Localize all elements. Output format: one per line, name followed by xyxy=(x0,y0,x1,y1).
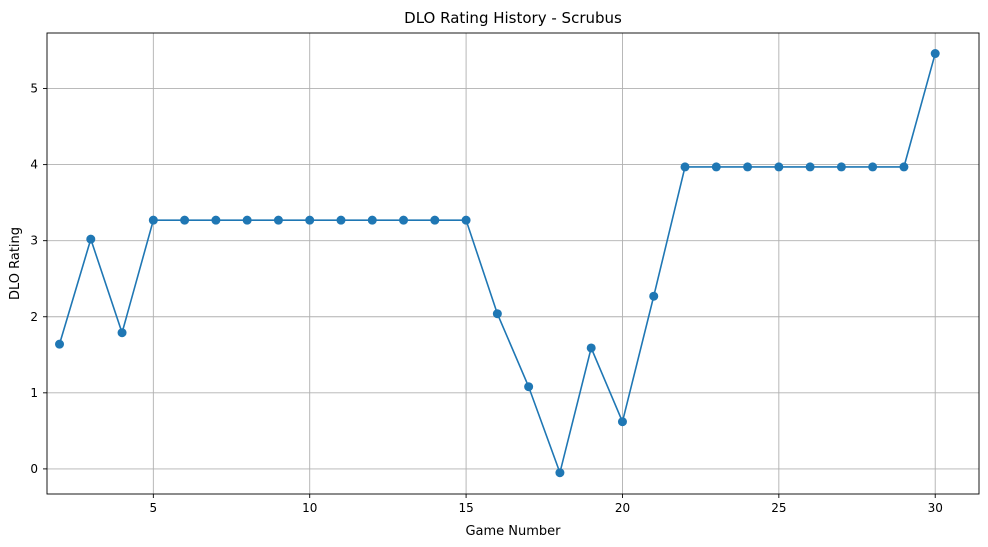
data-point xyxy=(617,417,627,427)
data-point xyxy=(117,328,127,338)
data-point xyxy=(711,162,721,172)
y-tick-label: 1 xyxy=(30,386,38,400)
data-point xyxy=(868,162,878,172)
y-tick-label: 2 xyxy=(30,310,38,324)
y-tick-label: 0 xyxy=(30,462,38,476)
data-point xyxy=(492,309,502,319)
y-axis-label: DLO Rating xyxy=(8,227,23,300)
data-point xyxy=(461,215,471,225)
data-point xyxy=(273,215,283,225)
data-point xyxy=(649,291,659,301)
data-point xyxy=(367,215,377,225)
x-axis-label: Game Number xyxy=(465,524,561,539)
x-tick-label: 10 xyxy=(302,501,317,515)
data-point xyxy=(899,162,909,172)
data-point xyxy=(180,215,190,225)
x-tick-label: 25 xyxy=(771,501,786,515)
data-point xyxy=(148,215,158,225)
x-tick-label: 20 xyxy=(615,501,630,515)
data-point xyxy=(805,162,815,172)
y-tick-label: 4 xyxy=(30,158,38,172)
data-point xyxy=(836,162,846,172)
axis-ticks: 5 10 15 20 25 30 0 1 2 3 4 5 xyxy=(30,82,942,515)
data-point xyxy=(524,382,534,392)
data-point xyxy=(774,162,784,172)
plot-frame xyxy=(46,32,980,495)
data-point xyxy=(930,49,940,59)
series-rating xyxy=(55,49,940,478)
series-line xyxy=(58,53,936,476)
data-point xyxy=(86,234,96,244)
data-point xyxy=(305,215,315,225)
data-point xyxy=(399,215,409,225)
data-point xyxy=(336,215,346,225)
x-tick-label: 15 xyxy=(458,501,473,515)
data-point xyxy=(211,215,221,225)
data-point xyxy=(242,215,252,225)
x-tick-label: 5 xyxy=(150,501,158,515)
data-point xyxy=(586,343,596,353)
chart-title: DLO Rating History - Scrubus xyxy=(404,9,622,27)
x-tick-label: 30 xyxy=(928,501,943,515)
data-point xyxy=(555,468,565,478)
y-tick-label: 3 xyxy=(30,234,38,248)
grid xyxy=(47,33,979,494)
data-point xyxy=(743,162,753,172)
y-tick-label: 5 xyxy=(30,82,38,96)
data-point xyxy=(55,339,65,349)
data-point xyxy=(680,162,690,172)
data-point xyxy=(430,215,440,225)
